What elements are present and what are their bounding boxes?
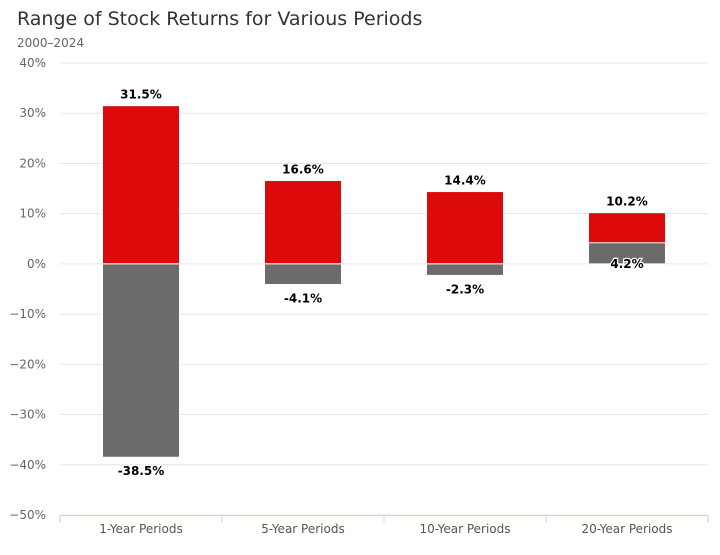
x-tick-label: 5-Year Periods xyxy=(261,522,344,536)
y-tick-label: 30% xyxy=(19,106,46,120)
y-tick-label: −30% xyxy=(9,408,46,422)
x-tick-label: 10-Year Periods xyxy=(419,522,510,536)
bar-high xyxy=(102,105,180,265)
y-tick-label: 10% xyxy=(19,207,46,221)
bar-high xyxy=(264,180,342,265)
bar-low xyxy=(102,263,180,458)
chart-title: Range of Stock Returns for Various Perio… xyxy=(17,8,423,30)
bar-low xyxy=(264,263,342,285)
bar-high xyxy=(426,191,504,265)
data-label-high: 16.6% xyxy=(282,163,324,177)
data-label-high: 10.2% xyxy=(606,195,648,209)
x-tick-label: 1-Year Periods xyxy=(99,522,182,536)
data-label-high: 14.4% xyxy=(444,174,486,188)
bar-low xyxy=(588,242,666,265)
y-tick-label: 40% xyxy=(19,56,46,70)
y-tick-label: −10% xyxy=(9,307,46,321)
y-tick-label: 20% xyxy=(19,156,46,170)
bar-low xyxy=(426,263,504,276)
data-label-high: 31.5% xyxy=(120,88,162,102)
y-tick-label: 0% xyxy=(27,257,46,271)
chart-subtitle: 2000–2024 xyxy=(17,36,85,50)
data-label-low: -4.1% xyxy=(284,291,322,305)
data-label-low: -38.5% xyxy=(118,464,165,478)
y-tick-label: −20% xyxy=(9,357,46,371)
y-tick-label: −40% xyxy=(9,458,46,472)
data-label-low: 4.2% xyxy=(610,257,643,271)
x-tick-label: 20-Year Periods xyxy=(581,522,672,536)
y-tick-label: −50% xyxy=(9,508,46,522)
data-label-low: -2.3% xyxy=(446,282,484,296)
